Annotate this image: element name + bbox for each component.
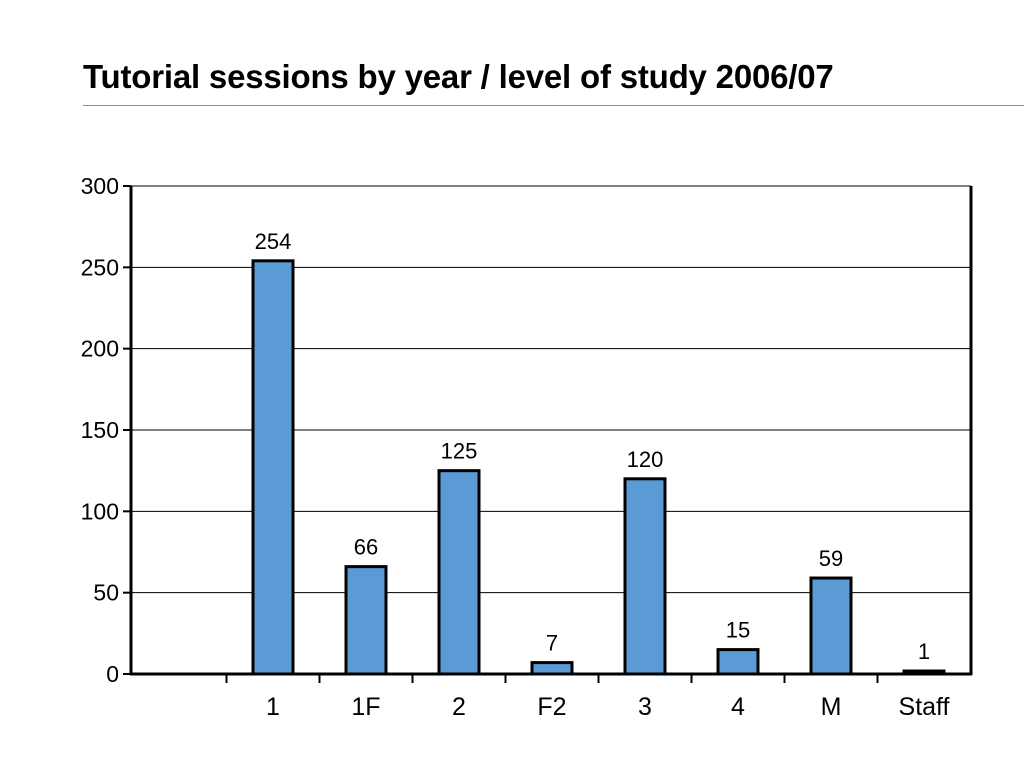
y-tick-label-100: 100 bbox=[81, 498, 119, 524]
data-label-4: 15 bbox=[726, 618, 750, 643]
slide-title: Tutorial sessions by year / level of stu… bbox=[83, 58, 834, 95]
data-label-F2: 7 bbox=[546, 631, 558, 656]
y-tick-label-50: 50 bbox=[93, 580, 119, 606]
bar-1 bbox=[251, 259, 295, 676]
data-label-1: 254 bbox=[255, 229, 292, 254]
data-label-2: 125 bbox=[441, 439, 478, 464]
bar-3 bbox=[623, 477, 667, 676]
y-tick-label-200: 200 bbox=[81, 336, 119, 362]
bar-2 bbox=[437, 469, 481, 676]
bar-F2 bbox=[530, 661, 574, 676]
data-label-Staff: 1 bbox=[918, 639, 930, 664]
axes bbox=[123, 185, 973, 683]
data-label-1F: 66 bbox=[354, 535, 378, 560]
labels: 254 1 66 1F 125 2 7 F2 120 3 15 4 59 M 1 Staff 0 50 100 150… bbox=[81, 173, 950, 721]
data-label-M: 59 bbox=[819, 546, 843, 571]
bar-1F bbox=[344, 565, 388, 676]
x-tick-label-2: 2 bbox=[452, 693, 466, 721]
x-tick-label-1F: 1F bbox=[351, 693, 380, 721]
title-divider bbox=[83, 105, 1024, 106]
y-tick-label-300: 300 bbox=[81, 173, 119, 199]
y-tick-label-150: 150 bbox=[81, 417, 119, 443]
data-label-3: 120 bbox=[627, 447, 664, 472]
bars bbox=[251, 259, 946, 676]
x-tick-label-Staff: Staff bbox=[899, 693, 950, 721]
x-tick-label-F2: F2 bbox=[537, 693, 566, 721]
x-tick-label-1: 1 bbox=[266, 693, 280, 721]
x-tick-label-M: M bbox=[821, 693, 842, 721]
x-tick-label-4: 4 bbox=[731, 693, 745, 721]
bar-M bbox=[809, 576, 853, 676]
x-tick-label-3: 3 bbox=[638, 693, 652, 721]
y-tick-label-0: 0 bbox=[106, 661, 119, 687]
y-tick-label-250: 250 bbox=[81, 254, 119, 280]
bar-4 bbox=[716, 648, 760, 676]
